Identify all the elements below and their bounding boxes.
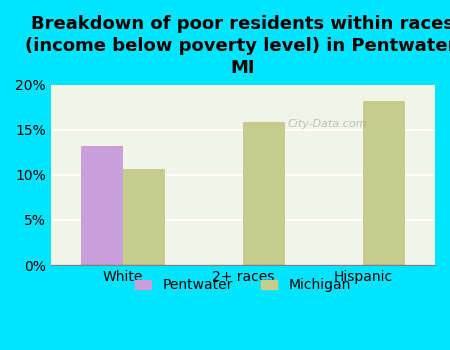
Legend: Pentwater, Michigan: Pentwater, Michigan — [129, 273, 356, 298]
Bar — [363, 101, 405, 265]
Bar — [243, 122, 285, 265]
Title: Breakdown of poor residents within races
(income below poverty level) in Pentwat: Breakdown of poor residents within races… — [25, 15, 450, 77]
Text: City-Data.com: City-Data.com — [288, 119, 367, 129]
Bar — [123, 168, 165, 265]
Bar — [81, 146, 123, 265]
